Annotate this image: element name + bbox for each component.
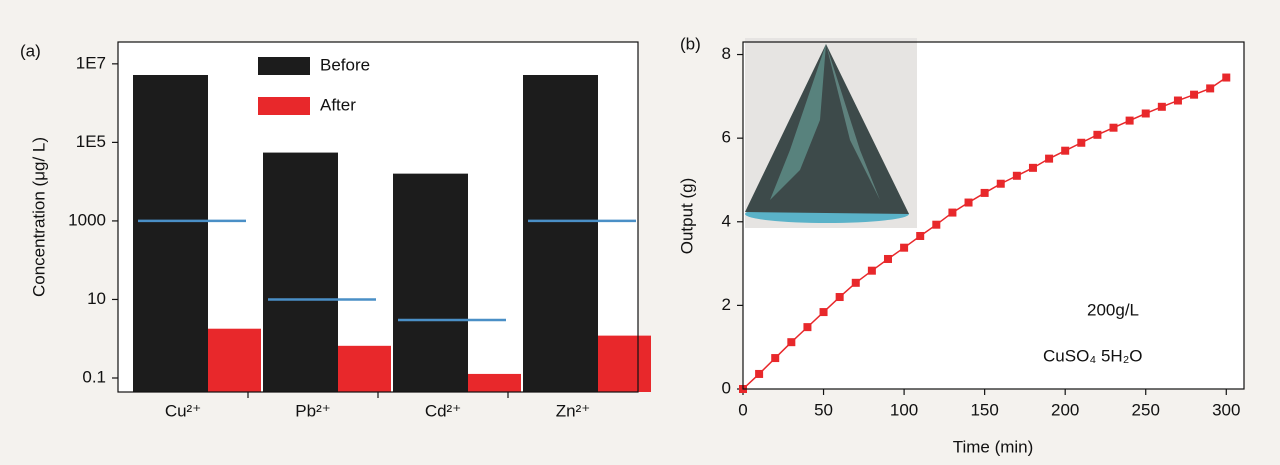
data-point — [997, 180, 1005, 188]
data-point — [1093, 131, 1101, 139]
x-tick-label: 100 — [890, 400, 918, 419]
panel-label: (a) — [20, 41, 41, 60]
data-point — [787, 338, 795, 346]
legend-label: Before — [320, 55, 370, 74]
data-point — [771, 354, 779, 362]
x-tick-label: 200 — [1051, 400, 1079, 419]
y-tick-label: 2 — [722, 295, 731, 314]
bar — [468, 374, 521, 392]
y-axis-label: Output (g) — [677, 178, 696, 255]
y-tick-label: 10 — [87, 289, 106, 308]
data-point — [1061, 147, 1069, 155]
bar — [338, 346, 391, 392]
x-tick-label: 250 — [1132, 400, 1160, 419]
x-tick-label: Pb²⁺ — [295, 401, 330, 420]
x-tick-label: 0 — [738, 400, 747, 419]
data-point — [1158, 103, 1166, 111]
bar — [208, 329, 261, 392]
legend-label: After — [320, 95, 356, 114]
data-point — [1045, 155, 1053, 163]
bar — [598, 336, 651, 392]
y-tick-label: 1000 — [68, 210, 106, 229]
data-point — [981, 189, 989, 197]
data-point — [852, 279, 860, 287]
y-tick-label: 1E5 — [76, 132, 106, 151]
data-point — [1142, 109, 1150, 117]
annotation: CuSO₄ 5H₂O — [1043, 346, 1143, 365]
x-tick-label: Cd²⁺ — [425, 401, 461, 420]
data-point — [1126, 117, 1134, 125]
data-point — [868, 267, 876, 275]
bar — [393, 174, 468, 392]
data-point — [1029, 164, 1037, 172]
x-tick-label: 300 — [1212, 400, 1240, 419]
data-point — [948, 209, 956, 217]
figure: (a) (b) Concentration (μg/ L) Output (g)… — [0, 0, 1280, 465]
bar — [523, 75, 598, 392]
y-tick-label: 1E7 — [76, 53, 106, 72]
data-point — [965, 199, 973, 207]
data-point — [916, 232, 924, 240]
data-point — [1206, 84, 1214, 92]
legend-swatch — [258, 57, 310, 75]
y-axis-label: Concentration (μg/ L) — [29, 137, 48, 297]
data-point — [1077, 139, 1085, 147]
inset-photo — [745, 38, 917, 228]
data-point — [803, 323, 811, 331]
data-point — [755, 370, 763, 378]
y-tick-label: 0 — [722, 378, 731, 397]
data-point — [1013, 172, 1021, 180]
x-tick-label: 150 — [970, 400, 998, 419]
y-tick-label: 8 — [722, 44, 731, 63]
data-point — [932, 221, 940, 229]
y-tick-label: 4 — [722, 211, 731, 230]
legend-swatch — [258, 97, 310, 115]
data-point — [884, 255, 892, 263]
x-tick-label: Zn²⁺ — [556, 401, 590, 420]
data-point — [1190, 91, 1198, 99]
bar — [263, 153, 338, 392]
data-point — [836, 293, 844, 301]
annotation: 200g/L — [1087, 300, 1139, 319]
y-tick-label: 0.1 — [82, 367, 106, 386]
x-axis-label: Time (min) — [953, 437, 1034, 456]
x-tick-label: Cu²⁺ — [165, 401, 201, 420]
data-point — [1110, 124, 1118, 132]
data-point — [820, 308, 828, 316]
data-point — [1222, 74, 1230, 82]
bar — [133, 75, 208, 392]
data-point — [900, 244, 908, 252]
panel-label: (b) — [680, 34, 701, 53]
y-tick-label: 6 — [722, 128, 731, 147]
data-point — [1174, 97, 1182, 105]
x-tick-label: 50 — [814, 400, 833, 419]
